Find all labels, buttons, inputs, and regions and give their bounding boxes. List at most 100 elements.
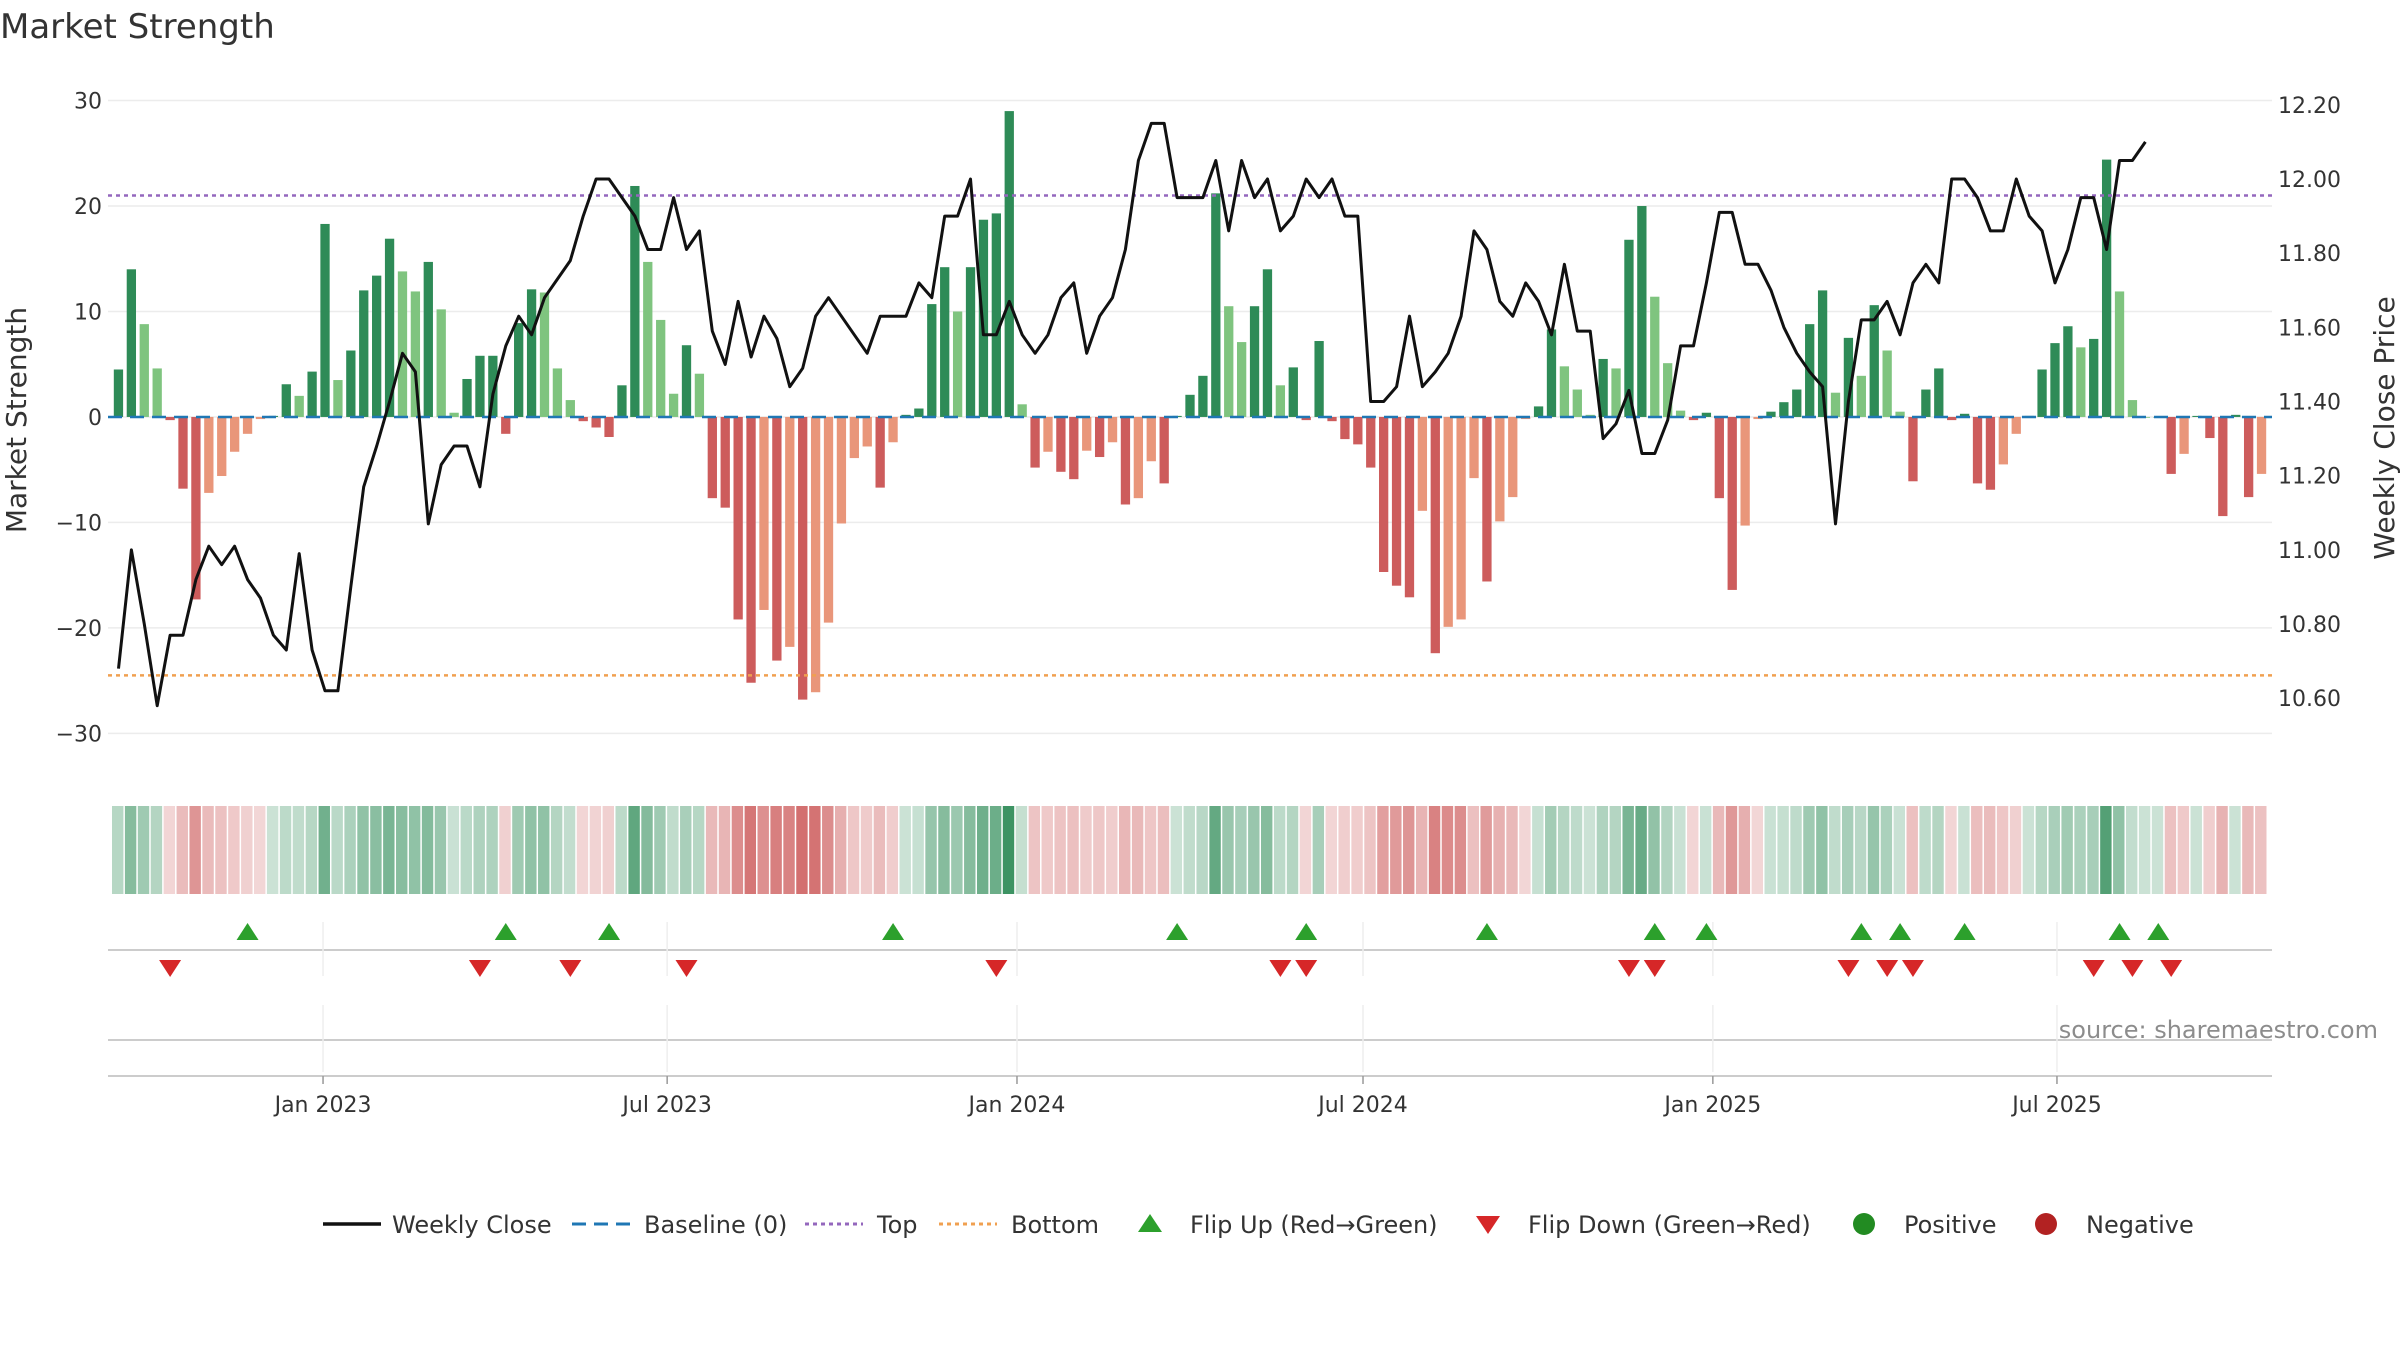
heat-cell	[2022, 806, 2035, 894]
heat-cell	[124, 806, 137, 894]
regime-heat-strip	[112, 806, 2267, 894]
flip-up-marker	[1889, 923, 1912, 940]
heat-cell	[1867, 806, 1880, 894]
heat-cell	[809, 806, 821, 894]
strength-bar	[165, 416, 175, 421]
heat-cell	[2061, 806, 2073, 894]
strength-bar	[591, 416, 601, 428]
flip-down-marker	[2160, 960, 2183, 977]
x-tick-label: Jul 2024	[1316, 1093, 1408, 1118]
strength-bar	[785, 416, 795, 647]
strength-bar	[113, 369, 124, 417]
strength-bar	[2114, 291, 2125, 417]
flip-up-marker	[2108, 923, 2131, 940]
strength-bar	[914, 408, 924, 417]
strength-bar	[1598, 358, 1608, 417]
strength-bar	[1017, 404, 1027, 417]
right-tick-label: 11.80	[2278, 242, 2341, 267]
heat-cell	[1338, 806, 1350, 894]
heat-cell	[1493, 806, 1505, 894]
strength-bar	[1908, 416, 1918, 482]
flip-down-marker	[1269, 960, 1292, 977]
heat-cell	[912, 806, 924, 894]
heat-cell	[525, 806, 537, 894]
heat-cell	[1661, 806, 1673, 894]
heat-cell	[1854, 806, 1867, 894]
heat-cell	[1764, 806, 1776, 894]
left-tick-label: 0	[88, 406, 102, 431]
legend-swatch	[2035, 1213, 2057, 1235]
weekly-close-series	[117, 121, 2147, 708]
heat-cell	[692, 806, 705, 894]
heat-cell	[822, 806, 834, 894]
left-tick-label: 10	[74, 300, 102, 325]
strength-bar	[204, 416, 214, 493]
strength-bar	[1275, 385, 1286, 417]
heat-cell	[1248, 806, 1260, 894]
strength-bar	[178, 416, 188, 489]
strength-bar	[1998, 416, 2008, 465]
strength-bar	[668, 393, 679, 417]
strength-bar	[810, 416, 821, 693]
heat-cell	[744, 806, 757, 894]
x-tick-label: Jan 2025	[1662, 1093, 1761, 1118]
strength-bar	[1972, 416, 1983, 484]
heat-cell	[1506, 806, 1518, 894]
strength-bar	[1830, 392, 1841, 417]
heat-cell	[641, 806, 653, 894]
strength-bar	[501, 416, 511, 434]
right-tick-label: 12.00	[2278, 168, 2341, 193]
legend-swatch	[1138, 1214, 1162, 1232]
heat-cell	[783, 806, 795, 894]
strength-bar	[1611, 368, 1621, 417]
strength-bar	[1443, 416, 1453, 627]
legend-item: Weekly Close	[323, 1211, 552, 1239]
strength-bar	[1740, 416, 1750, 526]
x-tick-label: Jan 2023	[273, 1093, 372, 1118]
reference-lines	[108, 194, 2272, 677]
left-axis-title: Market Strength	[0, 307, 33, 533]
legend-label: Baseline (0)	[644, 1211, 787, 1239]
heat-cell	[2048, 806, 2060, 894]
heat-cell	[2100, 806, 2112, 894]
strength-bar	[307, 371, 317, 417]
heat-cell	[1093, 806, 1105, 894]
strength-bar	[927, 304, 937, 417]
heat-cell	[1519, 806, 1531, 894]
heat-cell	[1286, 806, 1299, 894]
heat-cell	[137, 806, 150, 894]
heat-cell	[602, 806, 614, 894]
strength-bar	[1366, 416, 1376, 468]
heat-cell	[886, 806, 899, 894]
strength-bar	[2089, 338, 2099, 417]
strength-bar	[1508, 416, 1518, 498]
heat-cell	[279, 806, 292, 894]
strength-bar	[836, 416, 847, 524]
strength-bar	[1546, 329, 1557, 417]
strength-bar	[488, 355, 498, 417]
strength-bar	[410, 291, 421, 417]
strength-bar	[1572, 389, 1582, 417]
left-y-axis: 30 20 10 0 −10 −20 −30	[56, 90, 102, 748]
heat-cell	[2164, 806, 2177, 894]
strength-bar	[1985, 416, 1996, 490]
strength-bar	[1947, 416, 1957, 421]
heat-cell	[1687, 806, 1699, 894]
right-tick-label: 11.40	[2278, 391, 2341, 416]
strength-bar	[1082, 416, 1092, 451]
strength-bar	[643, 261, 653, 417]
heat-cell	[989, 806, 1002, 894]
legend-item: Positive	[1853, 1211, 1997, 1239]
heat-cell	[1816, 806, 1828, 894]
heat-cell	[1364, 806, 1376, 894]
strength-bar	[1779, 402, 1789, 417]
strength-bar	[552, 368, 563, 417]
strength-bar	[397, 271, 408, 417]
heat-cell	[2177, 806, 2190, 894]
strength-bar	[346, 350, 356, 417]
heat-cell	[1235, 806, 1247, 894]
heat-cell	[1454, 806, 1467, 894]
strength-bar	[733, 416, 743, 620]
flip-down-marker	[1837, 960, 1860, 977]
